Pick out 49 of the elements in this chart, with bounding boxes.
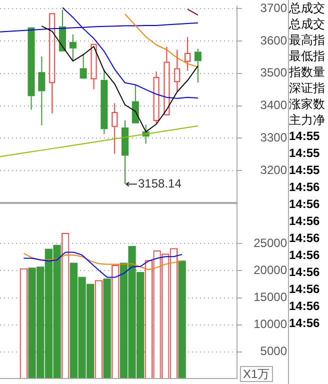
candlestick	[164, 46, 170, 116]
text: 最低指	[289, 48, 326, 64]
text: 14:56	[289, 281, 321, 298]
text: 14:55	[289, 128, 321, 145]
text: X1万	[240, 366, 273, 382]
y-tick-label: 3300	[260, 130, 288, 145]
text: 14:55	[289, 162, 321, 179]
candlestick	[194, 48, 202, 83]
text: 主力净	[289, 112, 326, 128]
annotation: 3158.14	[138, 176, 182, 190]
text: 涨家数	[289, 96, 326, 112]
text: 14:56	[289, 230, 321, 247]
candlestick	[90, 44, 97, 90]
candlestick	[69, 34, 76, 61]
candlestick	[80, 53, 87, 79]
y-tick-label: 25000	[254, 236, 288, 250]
candlestick	[132, 84, 139, 124]
text: 14:56	[289, 247, 321, 264]
y-tick-label: 3400	[260, 98, 288, 112]
candlestick	[174, 49, 180, 92]
candlestick	[100, 69, 108, 134]
y-tick-label: 15000	[254, 290, 288, 304]
y-tick-label: 10000	[254, 317, 288, 332]
candlestick	[38, 56, 46, 126]
y-tick-label: 3500	[260, 66, 288, 80]
text: 14:56	[289, 315, 321, 332]
text: 14:55	[289, 145, 321, 162]
candlestick	[184, 36, 191, 72]
y-tick-label: 20000	[254, 263, 288, 278]
y-tick-label: 3700	[260, 0, 288, 15]
candlestick	[112, 102, 118, 154]
y-tick-label: 3200	[260, 162, 288, 177]
text: 深证指	[289, 80, 326, 96]
bar	[103, 278, 111, 379]
text: 14:56	[289, 298, 321, 315]
candlestick	[28, 27, 35, 110]
y-tick-label: 3600	[260, 33, 288, 48]
text: 14:56	[289, 213, 321, 230]
text: 最高指	[289, 32, 326, 48]
y-tick-label: 5000	[260, 344, 288, 358]
text: 总成交	[289, 16, 326, 32]
text: 14:56	[289, 264, 321, 281]
text: 14:56	[289, 196, 321, 213]
bar	[178, 260, 186, 379]
candlestick	[49, 13, 56, 114]
text: 14:56	[289, 179, 321, 196]
text: 指数量	[289, 64, 326, 80]
text: 总成交	[289, 0, 326, 16]
candlestick	[122, 120, 129, 185]
